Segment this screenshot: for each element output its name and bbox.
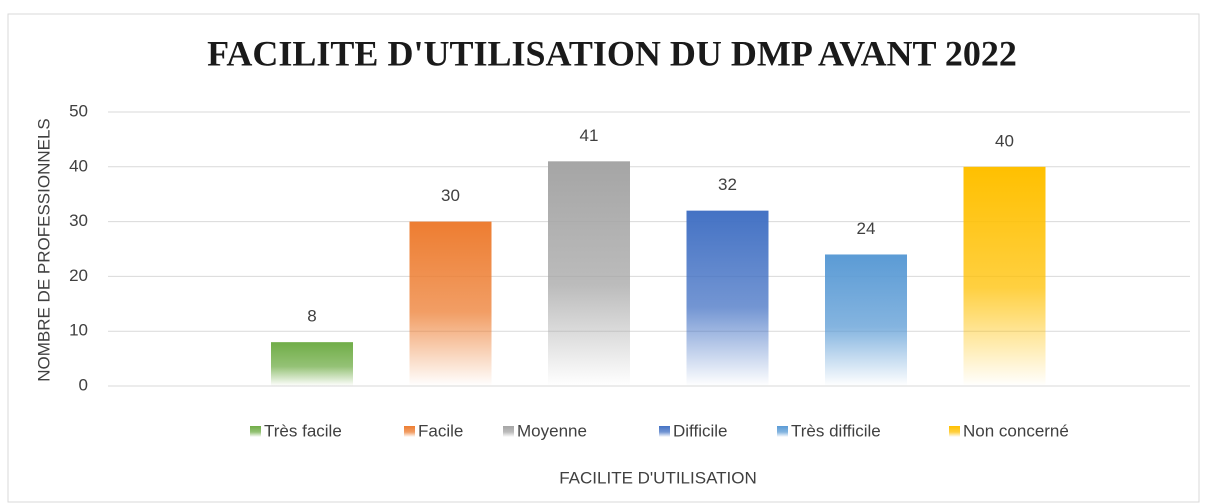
y-tick-label: 30 [69,211,88,230]
legend-label: Très difficile [791,421,881,440]
x-axis-label: FACILITE D'UTILISATION [559,468,757,487]
y-axis-label: NOMBRE DE PROFESSIONNELS [34,118,53,382]
data-label: 32 [718,175,737,194]
y-tick-label: 20 [69,266,88,285]
bar [409,221,492,386]
legend-label: Très facile [264,421,342,440]
y-tick-label: 50 [69,101,88,120]
data-label: 30 [441,186,460,205]
legend-swatch [949,426,960,437]
data-label: 40 [995,131,1014,150]
bar [548,161,630,386]
data-label: 24 [857,219,876,238]
legend-label: Non concerné [963,421,1069,440]
y-tick-label: 40 [69,156,88,175]
legend-label: Difficile [673,421,727,440]
bar [686,210,769,386]
data-label: 41 [580,126,599,145]
legend-swatch [503,426,514,437]
bar [825,254,907,386]
y-tick-label: 0 [79,375,88,394]
legend-label: Facile [418,421,463,440]
legend-swatch [777,426,788,437]
data-label: 8 [307,307,316,326]
legend-swatch [659,426,670,437]
bar [271,342,353,386]
legend-swatch [404,426,415,437]
legend-swatch [250,426,261,437]
bar [963,166,1046,386]
chart-title: FACILITE D'UTILISATION DU DMP AVANT 2022 [207,33,1017,73]
y-tick-label: 10 [69,321,88,340]
legend-label: Moyenne [517,421,587,440]
